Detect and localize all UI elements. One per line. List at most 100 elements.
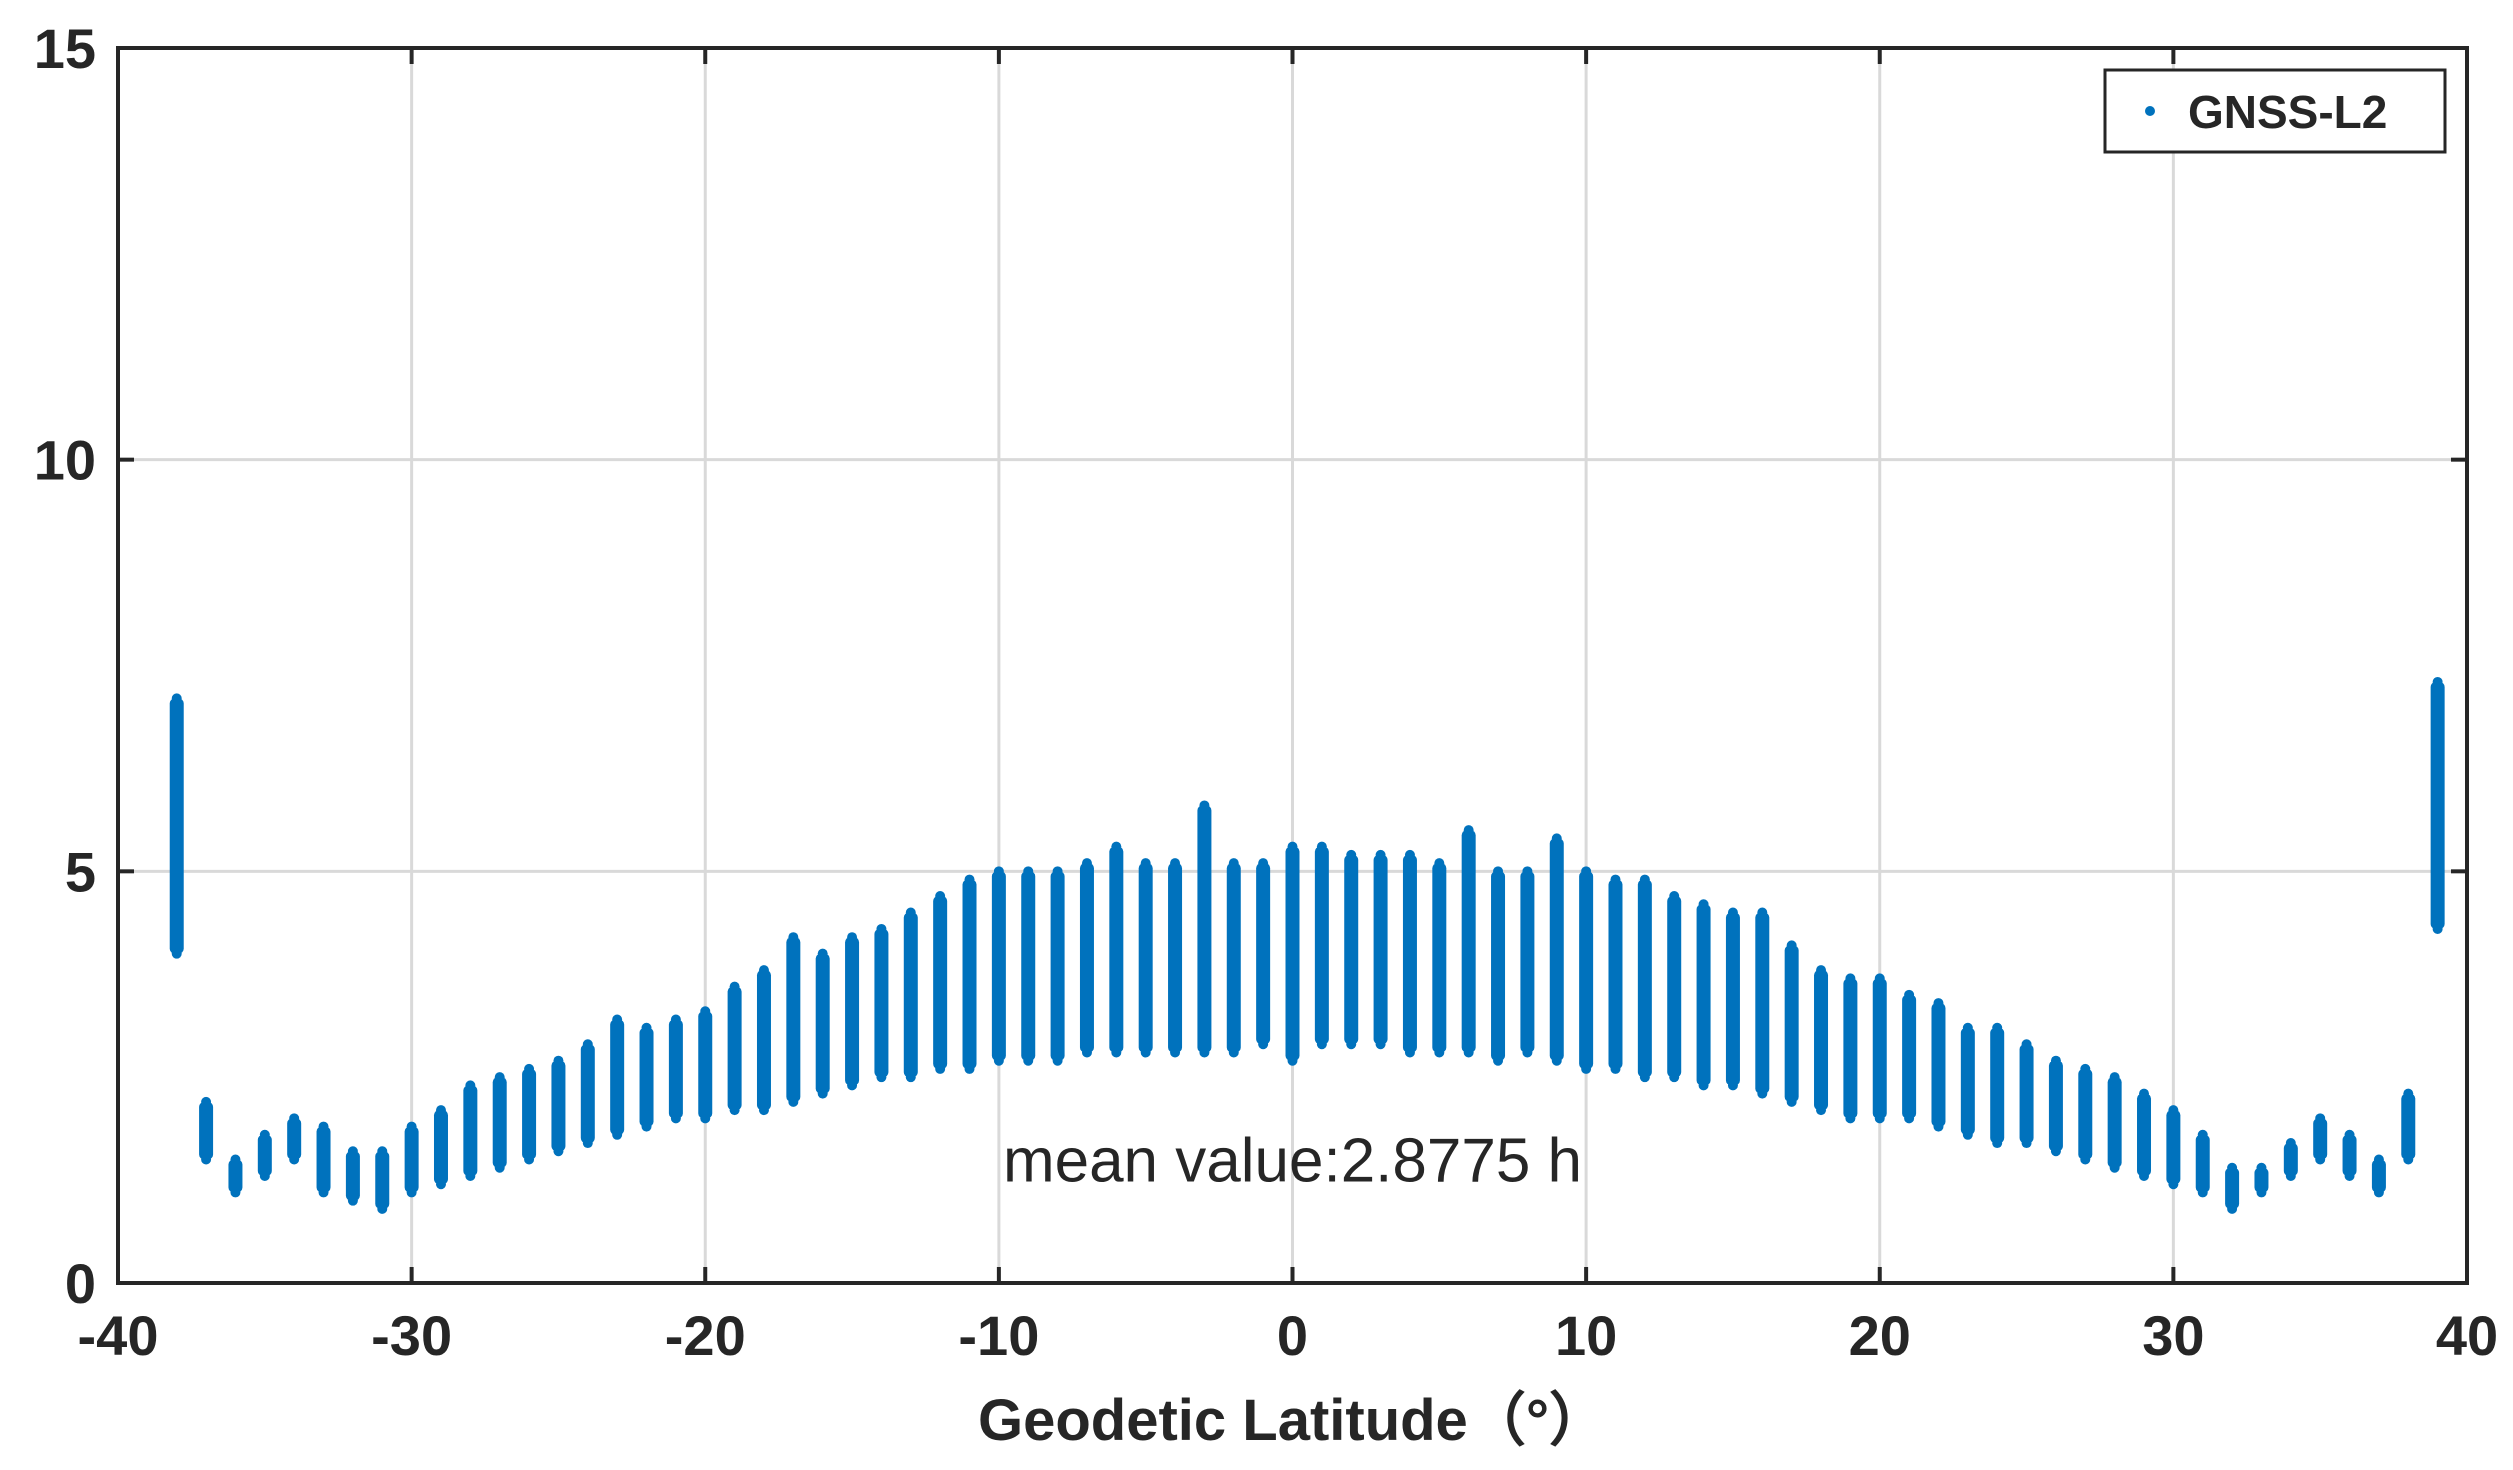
data-column (1461, 825, 1476, 1058)
data-point (758, 965, 769, 976)
data-point (847, 932, 858, 943)
data-column (668, 1014, 683, 1124)
data-point-range (1050, 871, 1065, 1061)
data-point-range (1432, 863, 1447, 1053)
data-column (2078, 1063, 2093, 1165)
data-point (1610, 874, 1621, 885)
data-point (465, 1170, 476, 1181)
data-point (1346, 849, 1357, 860)
data-point-range (2019, 1044, 2034, 1144)
data-point (494, 1072, 505, 1083)
data-column (1549, 833, 1564, 1066)
data-column (1109, 841, 1124, 1058)
data-column (1079, 858, 1094, 1058)
y-tick-label: 5 (65, 840, 96, 903)
data-point (2315, 1113, 2326, 1124)
data-point (171, 948, 182, 959)
data-point (1140, 858, 1151, 869)
data-point (2197, 1187, 2208, 1198)
data-point (1228, 858, 1239, 869)
data-column (786, 932, 801, 1107)
data-point (406, 1187, 417, 1198)
data-point-range (199, 1101, 214, 1160)
data-point-range (1168, 863, 1183, 1053)
data-point (1727, 1080, 1738, 1091)
data-point-range (1960, 1027, 1975, 1135)
data-point (788, 932, 799, 943)
data-point (2403, 1154, 2414, 1165)
data-point (2168, 1179, 2179, 1190)
x-tick-label: 10 (1555, 1304, 1617, 1367)
data-column (228, 1154, 243, 1198)
data-point (553, 1055, 564, 1066)
data-point (1786, 940, 1797, 951)
data-point (582, 1138, 593, 1149)
data-column (815, 948, 830, 1099)
data-point (1669, 1072, 1680, 1083)
data-point-range (933, 896, 948, 1069)
data-point (1493, 1055, 1504, 1066)
data-column (610, 1014, 625, 1140)
x-axis-label: Geodetic Latitude（°） (978, 1388, 1607, 1453)
data-column (874, 923, 889, 1083)
data-point (1170, 858, 1181, 869)
data-point (171, 693, 182, 704)
data-point (2080, 1063, 2091, 1074)
data-point (259, 1170, 270, 1181)
data-point-range (815, 953, 830, 1094)
data-column (1491, 866, 1506, 1066)
data-point (553, 1146, 564, 1157)
data-point (612, 1129, 623, 1140)
data-column (2254, 1162, 2269, 1198)
data-point (1933, 998, 1944, 1009)
data-point (201, 1096, 212, 1107)
data-point-range (492, 1077, 507, 1168)
data-point (2168, 1105, 2179, 1116)
data-column (1344, 849, 1359, 1050)
data-point (1727, 907, 1738, 918)
data-point (2109, 1162, 2120, 1173)
data-point-range (2430, 681, 2445, 929)
data-point (1316, 1039, 1327, 1050)
data-column (1902, 989, 1917, 1124)
data-column (2401, 1088, 2416, 1165)
data-column (1872, 973, 1887, 1124)
data-point-range (2137, 1093, 2152, 1176)
data-point (876, 923, 887, 934)
data-point (670, 1014, 681, 1025)
data-point-range (287, 1118, 302, 1160)
data-point (905, 907, 916, 918)
data-point-range (2225, 1167, 2240, 1209)
data-point-range (1491, 871, 1506, 1061)
data-point-range (874, 928, 889, 1078)
data-point (318, 1187, 329, 1198)
data-column (2430, 676, 2445, 934)
data-column (199, 1096, 214, 1165)
data-column (1197, 800, 1212, 1058)
data-point-range (2166, 1110, 2181, 1185)
data-point-range (169, 698, 184, 954)
data-column (463, 1080, 478, 1181)
data-point (2139, 1170, 2150, 1181)
data-point-range (668, 1019, 683, 1119)
data-point (1962, 1022, 1973, 1033)
data-column (1314, 841, 1329, 1050)
data-point (1904, 989, 1915, 1000)
data-point (2285, 1138, 2296, 1149)
data-column (1784, 940, 1799, 1107)
data-point-range (845, 937, 860, 1086)
data-point (1228, 1047, 1239, 1058)
data-point (905, 1072, 916, 1083)
data-column (2313, 1113, 2328, 1165)
data-point (729, 1105, 740, 1116)
data-point-range (1902, 994, 1917, 1119)
data-point-range (1637, 879, 1652, 1078)
data-column (1021, 866, 1036, 1066)
data-column (1696, 899, 1711, 1091)
data-point (318, 1121, 329, 1132)
data-point-range (2313, 1118, 2328, 1160)
data-point (465, 1080, 476, 1091)
data-point (1463, 825, 1474, 836)
data-point-range (2195, 1134, 2210, 1193)
data-column (404, 1121, 419, 1198)
